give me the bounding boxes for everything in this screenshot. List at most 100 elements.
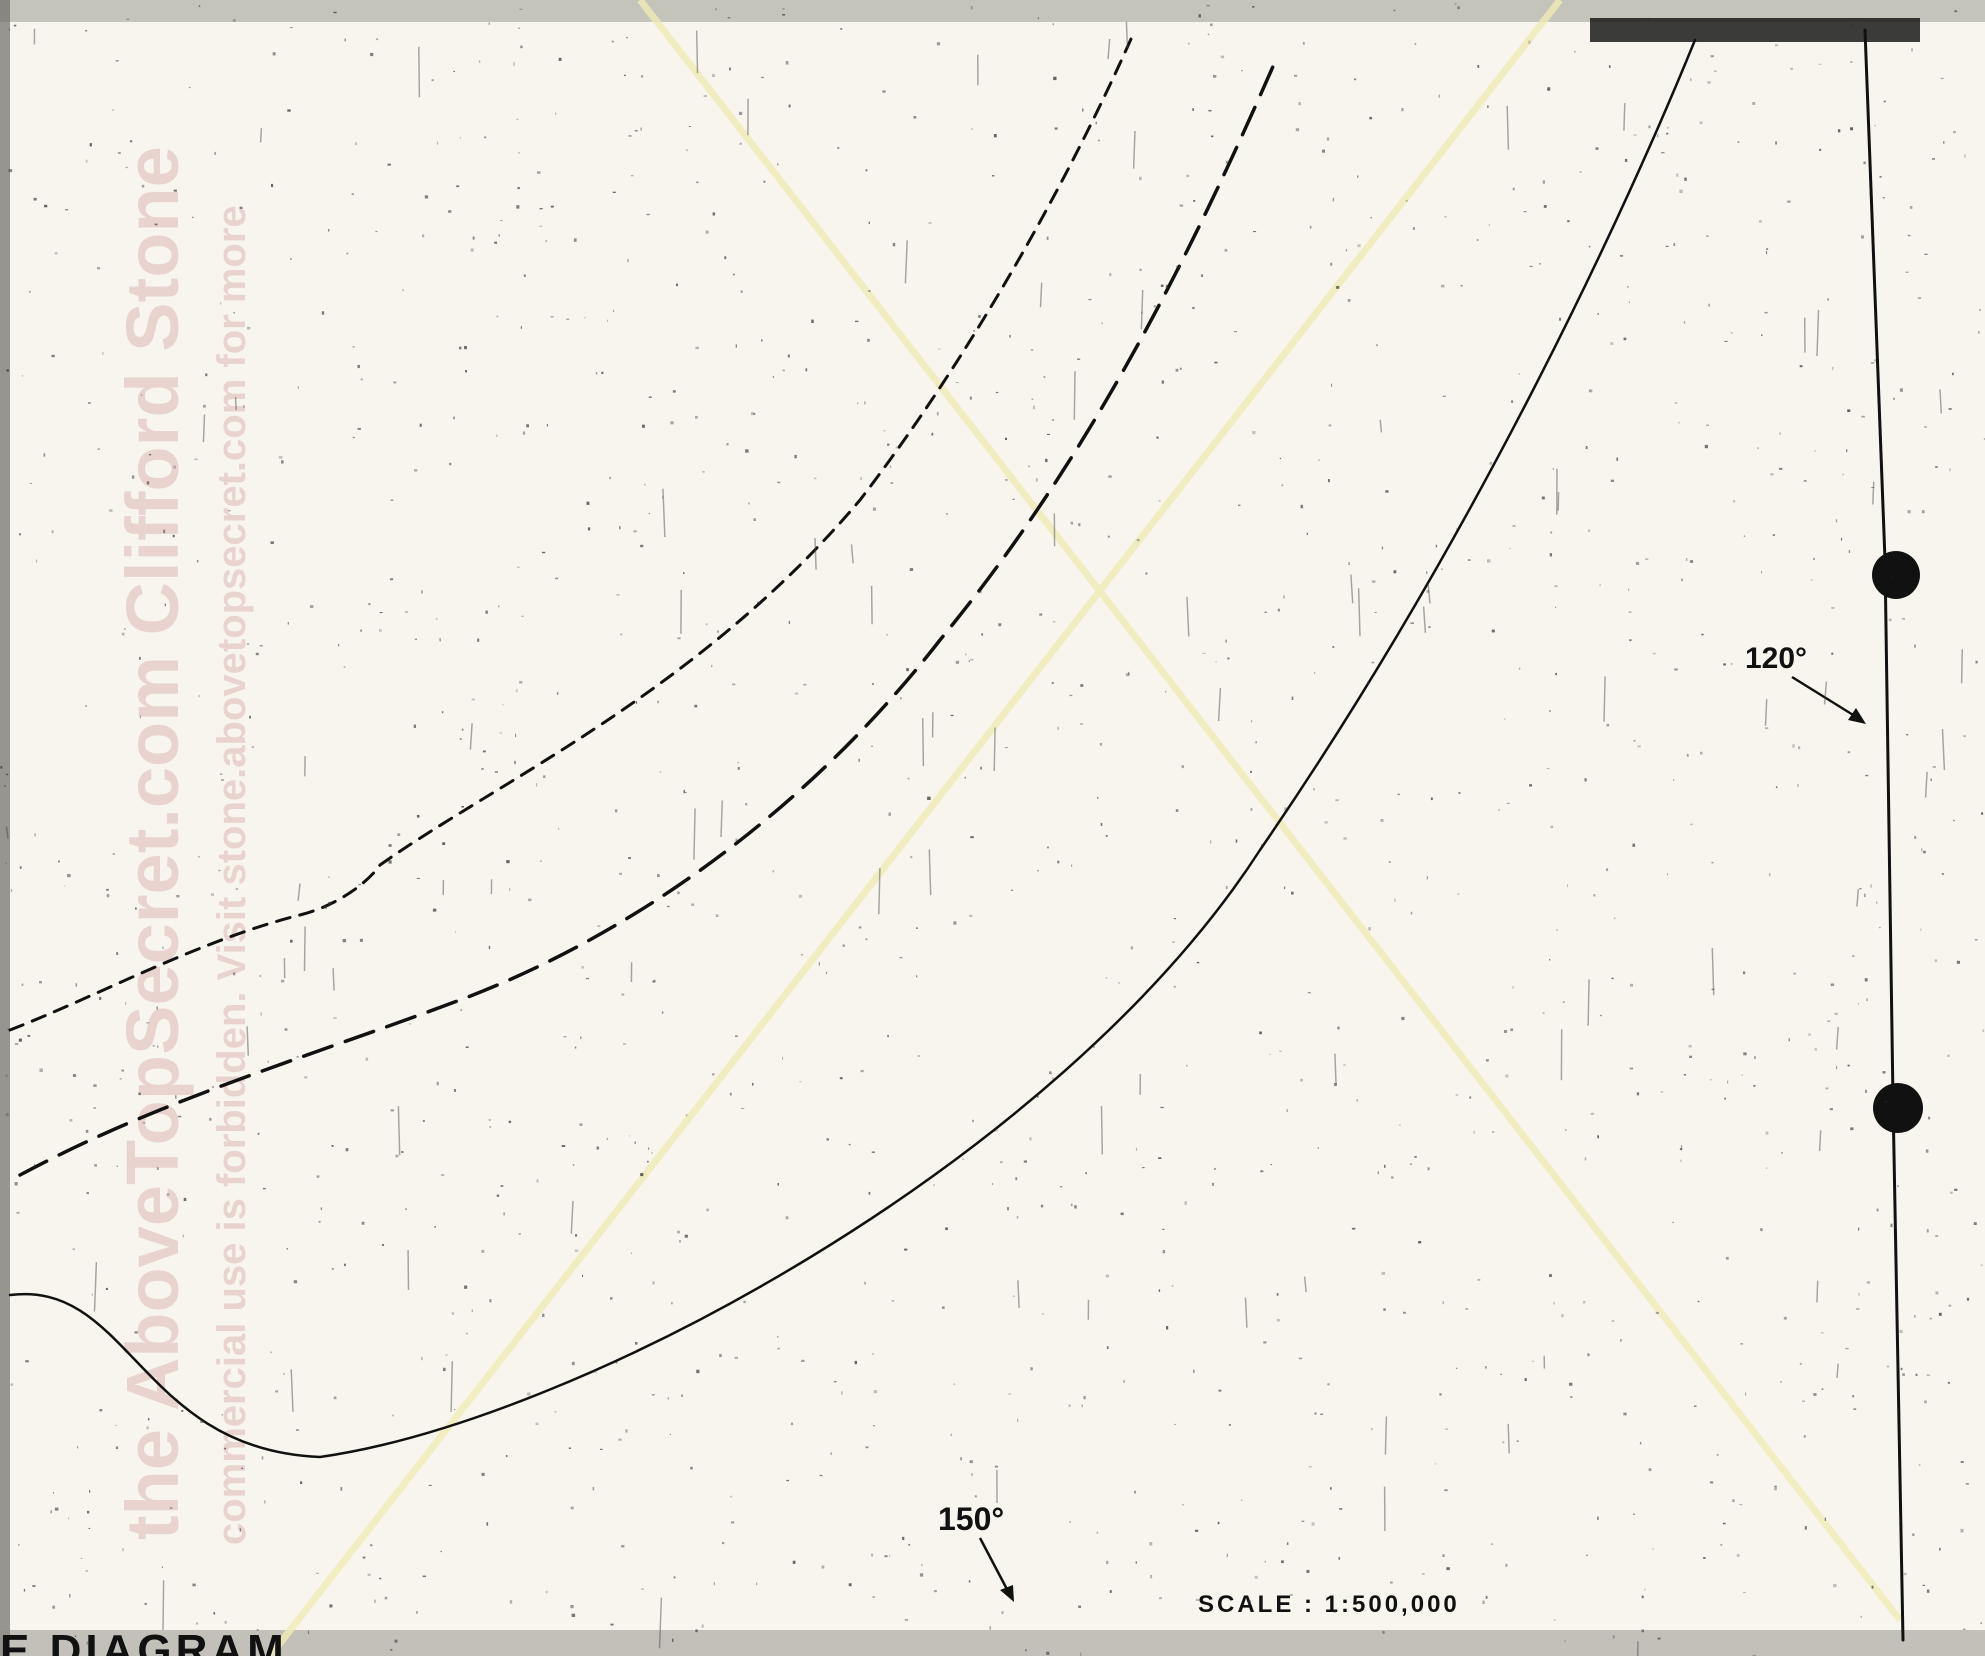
speckle — [21, 375, 24, 377]
speckle — [453, 416, 455, 420]
speckle — [169, 1507, 173, 1509]
speckle — [1263, 1341, 1267, 1344]
speckle — [1240, 1499, 1243, 1501]
speckle — [1276, 1319, 1280, 1322]
speckle — [499, 732, 503, 734]
speckle — [690, 1466, 693, 1470]
speckle — [1376, 344, 1378, 347]
speckle — [619, 872, 622, 875]
speckle — [1819, 148, 1822, 151]
speckle — [612, 309, 615, 313]
speckle — [58, 860, 60, 863]
speckle — [919, 1573, 924, 1577]
speckle — [1130, 946, 1134, 950]
speckle — [719, 1353, 722, 1358]
speckle — [1208, 109, 1212, 112]
speckle — [485, 610, 488, 614]
speckle — [1964, 154, 1966, 158]
speckle — [826, 971, 827, 974]
speckle — [405, 1208, 407, 1210]
speckle — [1921, 848, 1923, 852]
speckle — [1775, 141, 1777, 145]
speckle — [1783, 1316, 1787, 1320]
speckle — [582, 1274, 584, 1277]
speckle — [837, 146, 840, 149]
speckle — [1410, 911, 1413, 915]
speckle — [1156, 436, 1159, 439]
speckle — [1939, 1547, 1941, 1551]
speckle — [259, 645, 263, 647]
speckle — [1314, 672, 1316, 674]
speckle — [1007, 1207, 1009, 1211]
scratch-mark — [1764, 699, 1768, 726]
speckle — [931, 432, 934, 436]
speckle — [1306, 532, 1308, 535]
speckle — [701, 1624, 704, 1628]
speckle — [461, 728, 464, 731]
speckle — [887, 443, 890, 446]
speckle — [1831, 366, 1834, 370]
speckle — [1487, 105, 1489, 108]
speckle — [89, 143, 92, 147]
speckle — [860, 476, 862, 480]
speckle — [362, 1556, 366, 1559]
speckle — [416, 877, 420, 879]
speckle — [1676, 173, 1679, 177]
speckle — [486, 1522, 489, 1526]
speckle — [246, 643, 250, 645]
speckle — [740, 290, 743, 293]
speckle — [1414, 1155, 1417, 1158]
speckle — [677, 637, 681, 640]
speckle — [1383, 1308, 1386, 1311]
speckle — [1909, 206, 1913, 209]
speckle — [1733, 500, 1736, 503]
speckle — [1549, 553, 1552, 557]
speckle — [653, 979, 656, 981]
speckle — [1393, 570, 1397, 574]
speckle — [679, 1240, 681, 1243]
speckle — [1255, 741, 1257, 744]
speckle — [404, 610, 408, 614]
speckle — [19, 533, 21, 536]
speckle — [1761, 334, 1763, 336]
speckle — [1612, 1635, 1615, 1639]
speckle — [1457, 893, 1460, 895]
speckle — [740, 1107, 745, 1110]
speckle — [1317, 1147, 1319, 1149]
speckle — [1694, 1405, 1697, 1407]
speckle — [358, 883, 362, 886]
speckle — [1588, 529, 1591, 532]
speckle — [1858, 1227, 1860, 1231]
speckle — [1684, 177, 1687, 181]
scratch-mark — [297, 883, 301, 901]
watermark-line-2: commercial use is forbidden. Visit stone… — [210, 205, 254, 1545]
speckle — [1206, 4, 1210, 7]
speckle — [436, 617, 438, 620]
speckle — [284, 1028, 288, 1031]
speckle — [1743, 971, 1746, 975]
speckle — [575, 1234, 578, 1237]
speckle — [628, 135, 632, 137]
speckle — [401, 1151, 404, 1153]
speckle — [672, 1638, 674, 1642]
speckle — [88, 1527, 91, 1529]
speckle — [5, 862, 7, 865]
speckle — [1369, 116, 1373, 120]
speckle — [1286, 1542, 1289, 1545]
speckle — [634, 1141, 636, 1144]
speckle — [1166, 1326, 1169, 1330]
speckle — [224, 1620, 227, 1624]
speckle — [1193, 1369, 1195, 1373]
speckle — [1238, 504, 1241, 506]
speckle — [116, 1165, 118, 1167]
speckle — [641, 1588, 644, 1590]
speckle — [1741, 1074, 1743, 1076]
speckle — [482, 750, 486, 753]
speckle — [138, 1092, 141, 1096]
speckle — [1587, 1353, 1590, 1357]
speckle — [777, 1347, 780, 1350]
speckle — [1781, 1152, 1783, 1154]
speckle — [1799, 365, 1803, 368]
speckle — [1153, 305, 1156, 308]
speckle — [1284, 886, 1286, 889]
